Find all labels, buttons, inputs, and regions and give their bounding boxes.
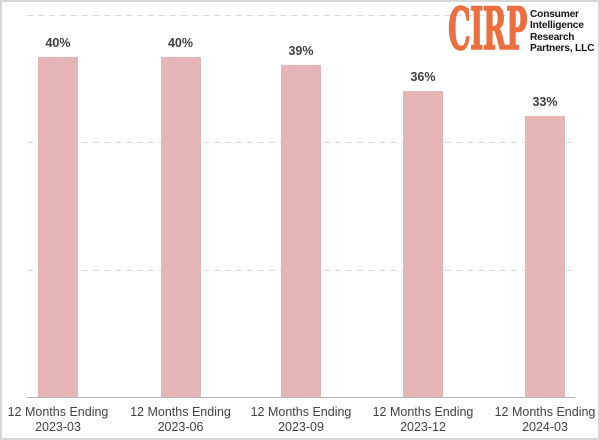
gridline: [27, 15, 575, 16]
logo-text-line: Consumer: [530, 8, 579, 20]
bar-value-label: 36%: [410, 70, 436, 84]
x-axis-line: [27, 397, 575, 398]
logo-text-line: Partners, LLC: [530, 42, 595, 55]
bar: [281, 65, 321, 397]
bar-value-label: 40%: [167, 36, 194, 50]
cirp-logo-text: Consumer Intelligence Research Partners,…: [530, 8, 595, 55]
bar: [403, 91, 443, 397]
logo-text-line: Intelligence: [530, 19, 584, 32]
bar-value-label: 40%: [45, 36, 71, 50]
bar: [38, 57, 78, 397]
cirp-logo: CIRP Consumer Intelligence Research Part…: [448, 0, 595, 63]
x-tick-label: 12 Months Ending 2024-03: [494, 405, 596, 434]
bar-value-label: 33%: [532, 95, 558, 109]
x-tick-label: 12 Months Ending 2023-03: [7, 405, 109, 434]
bar: [525, 116, 565, 397]
x-tick-label: 12 Months Ending 2023-06: [130, 405, 231, 434]
bar-value-label: 39%: [288, 44, 314, 58]
logo-text-line: Research: [530, 30, 575, 43]
x-tick-label: 12 Months Ending 2023-12: [372, 405, 474, 434]
bar: [160, 57, 201, 397]
cirp-logo-mark: CIRP: [448, 0, 528, 63]
x-tick-label: 12 Months Ending 2023-09: [250, 405, 352, 434]
